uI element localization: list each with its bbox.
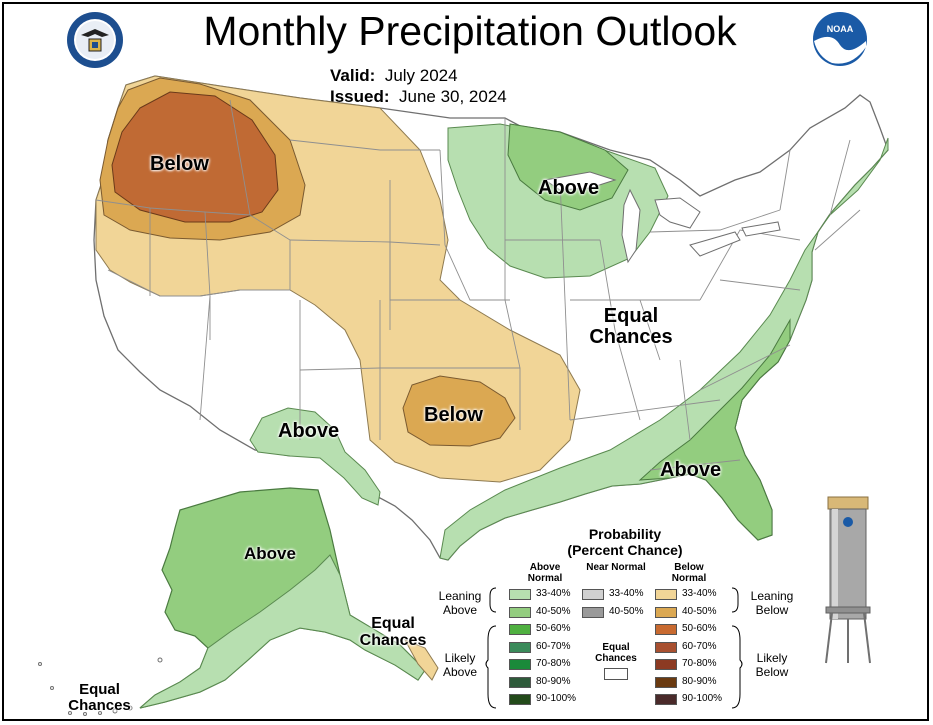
label-above-alaska: Above — [244, 544, 296, 563]
rain-gauge-icon — [825, 496, 871, 664]
legend-col-below: Below Normal — [671, 562, 707, 584]
label-equal-chances-center: Equal Chances — [576, 306, 686, 348]
legend-above-swatch-2 — [509, 624, 531, 635]
label-above-great-lakes: Above — [538, 177, 600, 199]
label-below-northwest: Below — [150, 153, 209, 175]
alaska-above-33-40 — [139, 554, 426, 709]
great-lakes — [543, 171, 781, 264]
legend-below-label-5: 80-90% — [682, 675, 717, 687]
label-above-southwest: Above — [278, 420, 340, 442]
valid-line: Valid: July 2024 — [330, 66, 458, 86]
legend-near-swatch-0 — [582, 589, 604, 600]
legend-below-swatch-0 — [655, 589, 677, 600]
legend-leaning-below: Leaning Below — [750, 589, 794, 618]
above-33-40-southwest — [249, 407, 381, 506]
legend-above-swatch-4 — [509, 659, 531, 670]
legend-above-label-4: 70-80% — [536, 658, 571, 669]
legend-above-swatch-1 — [509, 606, 531, 618]
legend-above-label-6: 90-100% — [536, 693, 577, 704]
equal-chances-center-line1: Equal — [603, 305, 659, 327]
valid-label: Valid: — [330, 66, 376, 85]
label-equal-chances-se-alaska: Equal Chances — [358, 615, 428, 650]
legend-col-near: Near Normal — [586, 562, 646, 573]
commerce-seal-icon — [67, 12, 123, 68]
legend-title: Probability (Percent Chance) — [540, 526, 710, 558]
legend-title-line1: Probability — [588, 526, 662, 542]
label-equal-chances-sw-alaska: Equal Chances — [62, 682, 137, 714]
legend-above-swatch-5 — [509, 676, 531, 688]
below-40-50-southern-plains — [402, 375, 516, 447]
equal-chances-se-alaska-line2: Chances — [359, 631, 427, 649]
legend-above-label-0: 33-40% — [536, 588, 571, 599]
legend-below-swatch-4 — [655, 659, 677, 670]
noaa-logo-icon: NOAA — [813, 12, 867, 66]
legend-below-label-4: 70-80% — [682, 658, 717, 669]
aleutian-islands — [38, 657, 163, 716]
equal-chances-center-line2: Chances — [589, 326, 673, 348]
label-below-southern-plains: Below — [424, 404, 483, 426]
legend-below-label-6: 90-100% — [682, 693, 723, 704]
above-40-50-great-lakes — [507, 123, 629, 211]
se-alaska-panhandle — [403, 639, 439, 681]
legend-above-label-3: 60-70% — [536, 640, 571, 652]
legend-below-swatch-6 — [655, 694, 677, 705]
legend-likely-above: Likely Above — [442, 651, 478, 680]
page-title: Monthly Precipitation Outlook — [203, 8, 737, 54]
legend-above-swatch-0 — [509, 589, 531, 600]
equal-chances-sw-alaska-line2: Chances — [68, 696, 131, 714]
noaa-logo-text: NOAA — [827, 24, 854, 34]
legend-leaning-above: Leaning Above — [438, 589, 482, 618]
valid-value: July 2024 — [384, 66, 458, 85]
below-50-60-northwest — [111, 91, 279, 223]
issued-label: Issued: — [330, 87, 390, 106]
legend-equal-chances-swatch — [604, 668, 628, 680]
legend-below-label-3: 60-70% — [682, 640, 717, 652]
legend-near-label-0: 33-40% — [609, 588, 644, 599]
legend-below-label-2: 50-60% — [682, 623, 717, 634]
legend-above-swatch-3 — [509, 641, 531, 653]
legend-col-above: Above Normal — [527, 562, 563, 584]
equal-chances-sw-alaska-line1: Equal — [79, 681, 120, 698]
legend-below-swatch-5 — [655, 676, 677, 688]
legend-above-label-2: 50-60% — [536, 623, 571, 634]
legend-likely-below: Likely Below — [755, 651, 789, 680]
legend-below-swatch-1 — [655, 606, 677, 618]
legend-equal-chances: Equal Chances — [595, 642, 637, 664]
legend-near-label-1: 40-50% — [609, 605, 644, 617]
legend-title-line2: (Percent Chance) — [567, 542, 683, 559]
legend-above-label-5: 80-90% — [536, 675, 571, 687]
above-40-50-southeast — [638, 318, 791, 541]
legend-near-swatch-1 — [582, 606, 604, 618]
legend-above-label-1: 40-50% — [536, 605, 571, 617]
equal-chances-se-alaska-line1: Equal — [371, 615, 415, 632]
legend-below-label-0: 33-40% — [682, 588, 717, 599]
state-borders — [95, 99, 861, 471]
issued-value: June 30, 2024 — [398, 87, 507, 106]
label-above-southeast: Above — [660, 459, 722, 481]
legend-below-label-1: 40-50% — [682, 605, 717, 617]
issued-line: Issued: June 30, 2024 — [330, 87, 507, 107]
legend-below-swatch-3 — [655, 641, 677, 653]
legend-below-swatch-2 — [655, 624, 677, 635]
legend-above-swatch-6 — [509, 694, 531, 705]
